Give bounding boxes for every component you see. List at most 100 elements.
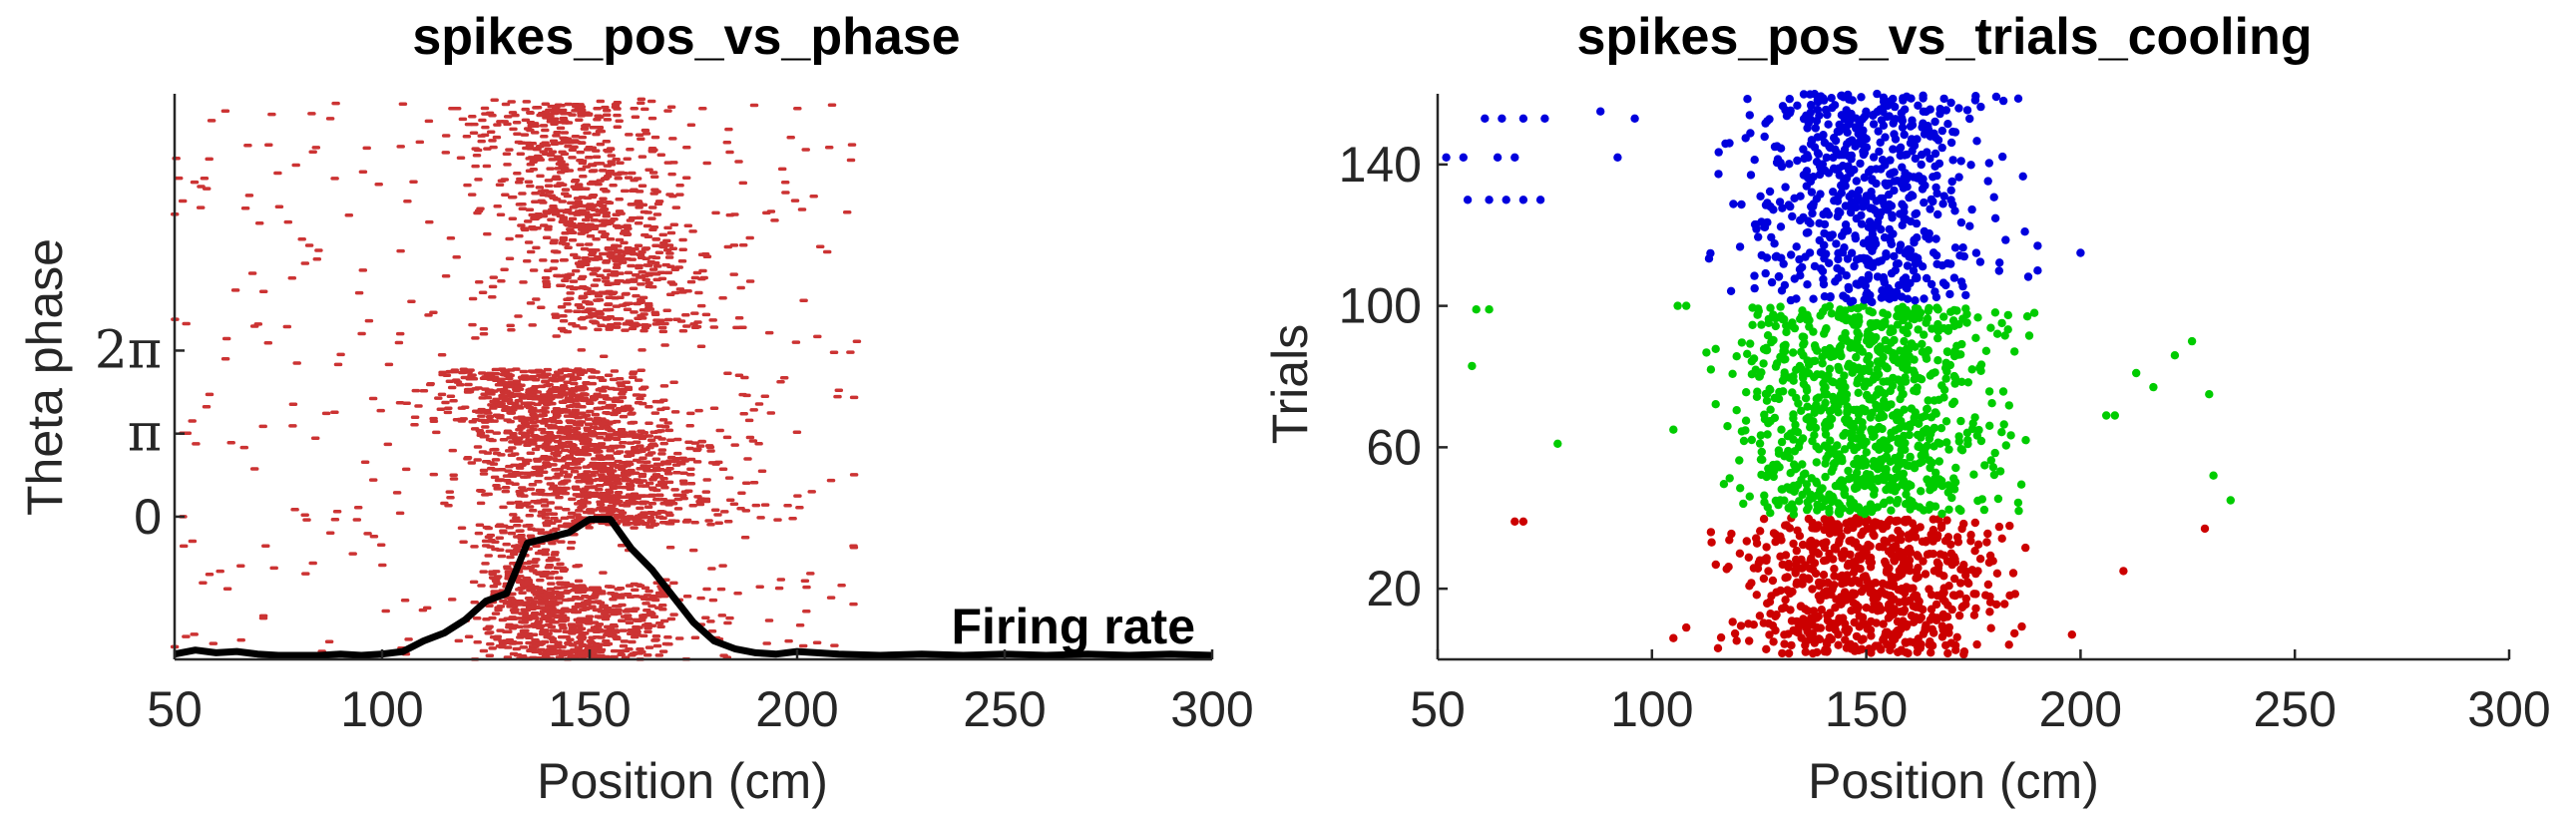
spike-dot — [1818, 359, 1827, 368]
spike-dot — [1790, 460, 1799, 469]
spike-dot — [1775, 387, 1784, 397]
spike-dot — [1924, 306, 1933, 315]
spike-dot — [1772, 460, 1782, 469]
spike-dot — [1737, 427, 1747, 436]
spike-dot — [1732, 406, 1741, 415]
spike-dot — [1841, 415, 1850, 424]
spike-dot — [1805, 629, 1814, 638]
spike-dot — [1961, 594, 1971, 604]
spike-dot — [1831, 528, 1840, 537]
spike-dot — [1893, 499, 1902, 508]
spike-dot — [1985, 608, 1994, 616]
spike-dot — [1939, 385, 1949, 394]
spike-dot — [1811, 343, 1820, 353]
spike-dot — [1949, 321, 1959, 330]
spike-dot — [1939, 588, 1948, 598]
spike-dot — [1795, 532, 1805, 541]
spike-dot — [1908, 519, 1918, 528]
spike-dot — [1812, 458, 1822, 467]
spike-dot — [1741, 416, 1751, 425]
spike-dot — [1943, 533, 1953, 542]
spike-dot — [1792, 546, 1802, 556]
spike-dot — [1988, 463, 1998, 472]
spike-dot — [1910, 638, 1919, 647]
spike-dot — [2000, 600, 2009, 609]
spike-dot — [2021, 436, 2030, 445]
spike-dot — [1866, 542, 1875, 551]
spike-dot — [1851, 561, 1860, 571]
spike-dot — [1831, 625, 1840, 634]
spike-dot — [1949, 474, 1958, 483]
spike-dot — [1755, 439, 1765, 448]
spike-dot — [1821, 459, 1830, 468]
spike-dot — [1888, 478, 1898, 487]
spike-dot — [1742, 388, 1751, 397]
spike-dot — [1901, 445, 1910, 454]
spike-dot — [1850, 483, 1860, 492]
spike-dot — [1921, 411, 1930, 421]
spike-dot — [1792, 580, 1801, 589]
spike-dot — [1847, 434, 1857, 443]
spike-dot — [1993, 494, 2003, 504]
spike-dot — [1902, 490, 1911, 499]
spike-dot — [1933, 319, 1942, 329]
phase-chart-x-ticks: 50 100 150 200 250 300 — [147, 649, 1254, 737]
spike-dot — [1811, 569, 1821, 579]
spike-dot — [1923, 404, 1932, 414]
spike-dot — [1857, 635, 1867, 644]
spike-dot — [1787, 640, 1796, 650]
spike-dot — [1839, 614, 1848, 622]
spike-dot — [1970, 547, 1979, 556]
spike-dot — [1810, 524, 1820, 533]
spike-dot — [1977, 495, 1987, 504]
spike-dot — [2010, 347, 2019, 356]
spike-dot — [1821, 430, 1831, 439]
spike-dot — [1854, 312, 1864, 321]
spike-dot — [1777, 425, 1786, 434]
spike-dot — [1723, 422, 1732, 431]
spike-dot — [1969, 611, 1979, 619]
spike-dot — [1858, 475, 1868, 484]
spike-dot — [2003, 310, 2013, 320]
spike-dot — [1907, 611, 1917, 620]
trials-chart: spikes_pos_vs_trials_cooling 50 100 150 200… — [1262, 8, 2551, 809]
spike-dot — [1796, 314, 1805, 323]
spike-dot — [1910, 314, 1920, 324]
spike-dot — [1855, 365, 1865, 375]
spike-dot — [1763, 331, 1773, 340]
spike-dot — [1922, 318, 1931, 327]
spike-dot — [1984, 387, 1994, 396]
spike-dot — [1986, 323, 1995, 332]
spike-dot — [1817, 494, 1826, 503]
spike-dot — [2014, 506, 2023, 516]
spike-dot — [1888, 640, 1897, 649]
spike-dot — [1949, 574, 1959, 584]
spike-dot — [2006, 431, 2015, 440]
spike-dot — [1833, 618, 1842, 627]
spike-dot — [1802, 486, 1812, 495]
spike-dot — [1784, 563, 1793, 572]
spike-dot — [1970, 413, 1979, 422]
spike-dot — [1866, 319, 1876, 328]
spike-dot — [1846, 499, 1855, 509]
spike-dot — [1787, 616, 1797, 625]
spike-dot — [1769, 637, 1778, 646]
spike-dot — [1725, 536, 1734, 545]
spike-dot — [1820, 329, 1829, 338]
phase-chart-title: spikes_pos_vs_phase — [412, 8, 960, 66]
spike-dot — [1732, 636, 1741, 645]
spike-dot — [1913, 594, 1922, 603]
spike-dot — [1803, 402, 1812, 411]
spike-dot — [1949, 371, 1959, 381]
spike-dot — [1879, 377, 1888, 386]
spike-dot — [1890, 605, 1899, 614]
spike-dot — [1777, 437, 1787, 447]
spike-dot — [1856, 555, 1866, 564]
spike-dot — [1847, 303, 1856, 313]
spike-dot — [1805, 575, 1814, 584]
spike-dot — [1913, 647, 1923, 656]
spike-dot — [2008, 569, 2018, 578]
spike-dot — [1986, 623, 1995, 632]
spike-dot — [1826, 436, 1835, 445]
spike-dot — [1954, 505, 1963, 514]
